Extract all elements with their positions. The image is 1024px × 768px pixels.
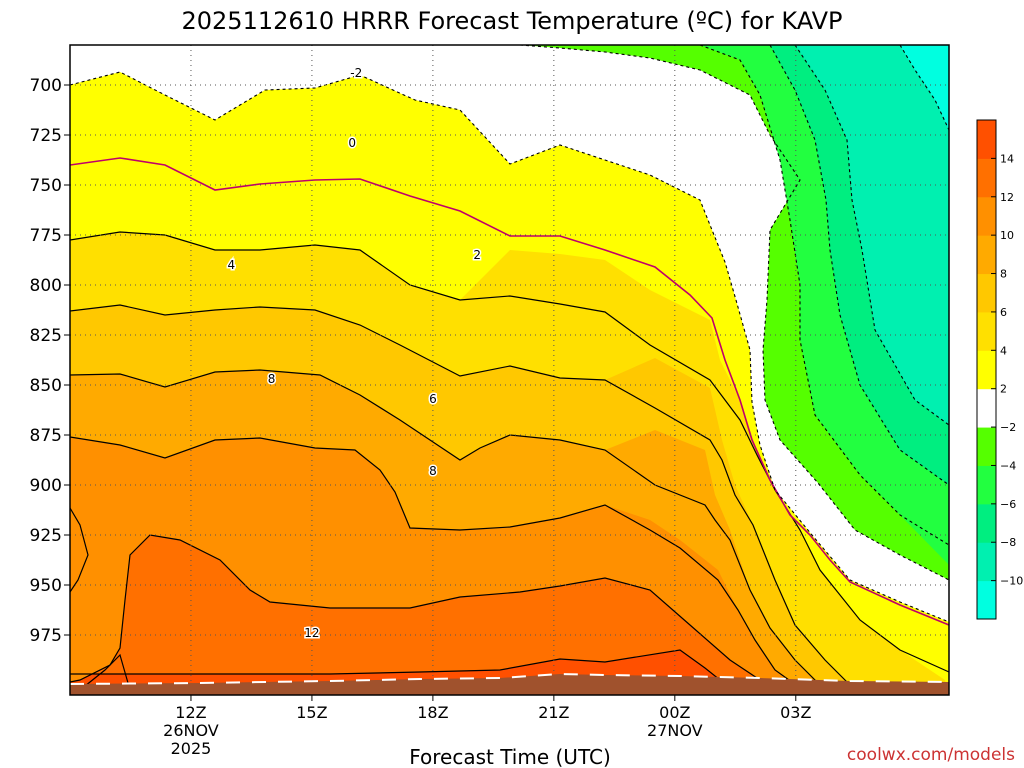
colorbar-label-9: −6 xyxy=(1000,498,1016,511)
colorbar-label-3: 8 xyxy=(1000,268,1007,281)
colorbar-swatch-12 xyxy=(977,120,996,159)
colorbar-swatch-11 xyxy=(977,158,996,198)
colorbar-label-0: 14 xyxy=(1000,152,1014,165)
contour-labels: -2 0 2 4 6 8 8 12 xyxy=(226,65,483,642)
y-tick-label-950: 950 xyxy=(30,576,62,596)
colorbar-label-2: 10 xyxy=(1000,229,1014,242)
colorbar-swatch-8 xyxy=(977,273,996,313)
x-tick-year-12Z: 2025 xyxy=(171,739,212,758)
contour-6 xyxy=(70,369,831,695)
x-tick-label-15Z: 15Z xyxy=(296,703,327,722)
colorbar-label-1: 12 xyxy=(1000,191,1014,204)
contour-minus-8 xyxy=(769,45,949,486)
colorbar-label-7: −2 xyxy=(1000,421,1016,434)
y-tick-label-850: 850 xyxy=(30,376,62,396)
y-axis: 700 725 750 775 800 825 850 875 900 925 950 975 xyxy=(30,76,70,646)
contour-minus-10 xyxy=(794,45,949,426)
contour-10-left xyxy=(70,507,89,593)
colorbar-swatch-4 xyxy=(977,427,996,466)
ground-surface xyxy=(70,674,949,695)
colorbar-swatch-9 xyxy=(977,235,996,275)
colorbar-swatch-6 xyxy=(977,350,996,390)
band-minus-10 xyxy=(900,45,949,130)
x-tick-label-00Z: 00Z xyxy=(659,703,690,722)
y-tick-label-900: 900 xyxy=(30,476,62,496)
contour-lines xyxy=(70,231,949,695)
contour-2 xyxy=(70,231,949,673)
contour-label-5: 8 xyxy=(268,372,276,386)
colorbar-swatch-10 xyxy=(977,196,996,236)
colorbar-label-8: −4 xyxy=(1000,459,1016,472)
band-minus-8 xyxy=(795,45,949,425)
surface-line xyxy=(70,672,949,685)
y-tick-label-700: 700 xyxy=(30,76,62,96)
contour-12-left xyxy=(79,653,131,691)
colorbar-swatch-2 xyxy=(977,503,996,543)
colorbar-swatch-1 xyxy=(977,542,996,582)
colorbar-swatch-0 xyxy=(977,580,996,620)
contour-label-6: 8 xyxy=(429,464,437,478)
y-tick-label-925: 925 xyxy=(30,526,62,546)
contour-label-4: 6 xyxy=(429,392,437,406)
contour-minus-4 xyxy=(519,45,949,581)
contour-label-3: 4 xyxy=(227,258,235,272)
chart-title: 2025112610 HRRR Forecast Temperature (ºC… xyxy=(181,7,842,35)
gridlines xyxy=(70,45,949,695)
contour-label-2: 2 xyxy=(473,248,481,262)
y-tick-label-750: 750 xyxy=(30,176,62,196)
x-tick-date-00Z: 27NOV xyxy=(647,721,703,740)
y-tick-label-800: 800 xyxy=(30,276,62,296)
contour-label-7: 12 xyxy=(304,626,319,640)
band-2 xyxy=(70,45,949,622)
colorbar: 14 12 10 8 6 4 2 −2 −4 −6 −8 −10 xyxy=(976,119,1023,620)
x-tick-date-12Z: 26NOV xyxy=(163,721,219,740)
contour-minus-12 xyxy=(899,45,949,131)
colorbar-label-10: −8 xyxy=(1000,536,1016,549)
y-tick-label-825: 825 xyxy=(30,326,62,346)
credit-text: coolwx.com/models xyxy=(847,745,1015,765)
y-tick-label-775: 775 xyxy=(30,226,62,246)
colorbar-swatch-7 xyxy=(977,311,996,351)
contour-10 xyxy=(70,534,791,695)
x-tick-label-21Z: 21Z xyxy=(538,703,569,722)
contour-4 xyxy=(70,304,861,695)
colorbar-label-11: −10 xyxy=(1000,575,1023,588)
x-axis-label: Forecast Time (UTC) xyxy=(409,745,611,768)
colorbar-swatch-3 xyxy=(977,465,996,505)
colorbar-frame xyxy=(976,119,997,620)
y-tick-label-875: 875 xyxy=(30,426,62,446)
contour-label-1: 0 xyxy=(348,136,356,150)
contour-minus-2 xyxy=(70,71,949,623)
contour-8 xyxy=(70,436,811,695)
plot-frame xyxy=(69,44,950,696)
y-tick-label-975: 975 xyxy=(30,626,62,646)
colorbar-swatch-5 xyxy=(977,388,996,428)
x-tick-label-12Z: 12Z xyxy=(175,703,206,722)
colorbar-label-5: 4 xyxy=(1000,344,1007,357)
colorbar-label-4: 6 xyxy=(1000,306,1007,319)
contour-label-0: -2 xyxy=(350,66,362,80)
plot-area: -2 0 2 4 6 8 8 12 xyxy=(70,45,949,695)
x-tick-label-03Z: 03Z xyxy=(780,703,811,722)
x-tick-label-18Z: 18Z xyxy=(417,703,448,722)
colorbar-label-6: 2 xyxy=(1000,383,1007,396)
y-tick-label-725: 725 xyxy=(30,126,62,146)
